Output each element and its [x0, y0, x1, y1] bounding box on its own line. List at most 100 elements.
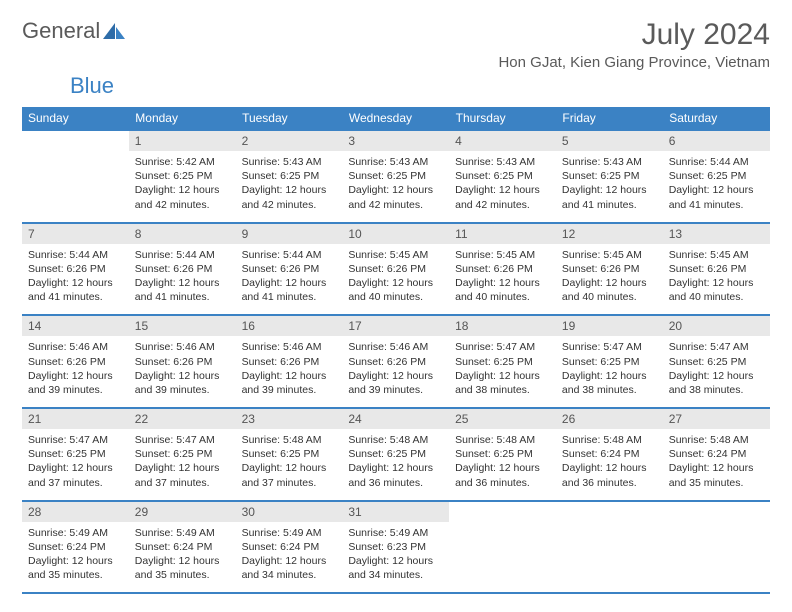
day-details: Sunrise: 5:44 AMSunset: 6:26 PMDaylight:…: [129, 244, 236, 315]
day-number: 30: [236, 502, 343, 522]
calendar-cell: 6Sunrise: 5:44 AMSunset: 6:25 PMDaylight…: [663, 130, 770, 223]
day-number: 4: [449, 131, 556, 151]
logo-sail-icon: [103, 23, 125, 39]
day-number: 31: [342, 502, 449, 522]
calendar-cell: 26Sunrise: 5:48 AMSunset: 6:24 PMDayligh…: [556, 408, 663, 501]
calendar-body: 1Sunrise: 5:42 AMSunset: 6:25 PMDaylight…: [22, 130, 770, 593]
day-number: 7: [22, 224, 129, 244]
calendar-cell: 8Sunrise: 5:44 AMSunset: 6:26 PMDaylight…: [129, 223, 236, 316]
day-details: Sunrise: 5:49 AMSunset: 6:23 PMDaylight:…: [342, 522, 449, 593]
day-details: Sunrise: 5:49 AMSunset: 6:24 PMDaylight:…: [236, 522, 343, 593]
day-details: Sunrise: 5:46 AMSunset: 6:26 PMDaylight:…: [236, 336, 343, 407]
calendar-cell: 5Sunrise: 5:43 AMSunset: 6:25 PMDaylight…: [556, 130, 663, 223]
day-details: Sunrise: 5:44 AMSunset: 6:26 PMDaylight:…: [22, 244, 129, 315]
day-details: Sunrise: 5:49 AMSunset: 6:24 PMDaylight:…: [22, 522, 129, 593]
calendar-cell: 21Sunrise: 5:47 AMSunset: 6:25 PMDayligh…: [22, 408, 129, 501]
day-details: Sunrise: 5:47 AMSunset: 6:25 PMDaylight:…: [129, 429, 236, 500]
day-details: Sunrise: 5:48 AMSunset: 6:25 PMDaylight:…: [236, 429, 343, 500]
header: General July 2024 Hon GJat, Kien Giang P…: [22, 18, 770, 71]
calendar-cell: 1Sunrise: 5:42 AMSunset: 6:25 PMDaylight…: [129, 130, 236, 223]
day-number: 8: [129, 224, 236, 244]
day-number: 3: [342, 131, 449, 151]
logo-line2: Blue: [22, 73, 770, 99]
calendar-row: 14Sunrise: 5:46 AMSunset: 6:26 PMDayligh…: [22, 315, 770, 408]
day-number: 16: [236, 316, 343, 336]
day-details: Sunrise: 5:47 AMSunset: 6:25 PMDaylight:…: [556, 336, 663, 407]
calendar-row: 7Sunrise: 5:44 AMSunset: 6:26 PMDaylight…: [22, 223, 770, 316]
day-details: Sunrise: 5:46 AMSunset: 6:26 PMDaylight:…: [129, 336, 236, 407]
day-number: 25: [449, 409, 556, 429]
calendar-cell: 23Sunrise: 5:48 AMSunset: 6:25 PMDayligh…: [236, 408, 343, 501]
calendar-table: Sunday Monday Tuesday Wednesday Thursday…: [22, 107, 770, 594]
calendar-cell: 24Sunrise: 5:48 AMSunset: 6:25 PMDayligh…: [342, 408, 449, 501]
calendar-cell: 25Sunrise: 5:48 AMSunset: 6:25 PMDayligh…: [449, 408, 556, 501]
calendar-cell: 30Sunrise: 5:49 AMSunset: 6:24 PMDayligh…: [236, 501, 343, 594]
calendar-cell: 4Sunrise: 5:43 AMSunset: 6:25 PMDaylight…: [449, 130, 556, 223]
day-number: 10: [342, 224, 449, 244]
day-number: 22: [129, 409, 236, 429]
calendar-cell: 11Sunrise: 5:45 AMSunset: 6:26 PMDayligh…: [449, 223, 556, 316]
calendar-cell: [22, 130, 129, 223]
day-details: Sunrise: 5:42 AMSunset: 6:25 PMDaylight:…: [129, 151, 236, 222]
day-details: Sunrise: 5:48 AMSunset: 6:25 PMDaylight:…: [342, 429, 449, 500]
day-number: 26: [556, 409, 663, 429]
calendar-cell: 7Sunrise: 5:44 AMSunset: 6:26 PMDaylight…: [22, 223, 129, 316]
day-details: Sunrise: 5:48 AMSunset: 6:25 PMDaylight:…: [449, 429, 556, 500]
logo-text-a: General: [22, 18, 100, 44]
calendar-cell: [449, 501, 556, 594]
calendar-cell: [556, 501, 663, 594]
day-details: Sunrise: 5:47 AMSunset: 6:25 PMDaylight:…: [663, 336, 770, 407]
weekday-header: Saturday: [663, 107, 770, 130]
day-number: 14: [22, 316, 129, 336]
day-details: Sunrise: 5:46 AMSunset: 6:26 PMDaylight:…: [342, 336, 449, 407]
day-details: Sunrise: 5:47 AMSunset: 6:25 PMDaylight:…: [22, 429, 129, 500]
day-details: Sunrise: 5:45 AMSunset: 6:26 PMDaylight:…: [663, 244, 770, 315]
day-details: Sunrise: 5:43 AMSunset: 6:25 PMDaylight:…: [556, 151, 663, 222]
day-number: 15: [129, 316, 236, 336]
day-number: 5: [556, 131, 663, 151]
day-details: Sunrise: 5:44 AMSunset: 6:26 PMDaylight:…: [236, 244, 343, 315]
day-number: 19: [556, 316, 663, 336]
calendar-cell: 3Sunrise: 5:43 AMSunset: 6:25 PMDaylight…: [342, 130, 449, 223]
calendar-row: 1Sunrise: 5:42 AMSunset: 6:25 PMDaylight…: [22, 130, 770, 223]
weekday-row: Sunday Monday Tuesday Wednesday Thursday…: [22, 107, 770, 130]
day-number: 28: [22, 502, 129, 522]
day-number: 9: [236, 224, 343, 244]
weekday-header: Wednesday: [342, 107, 449, 130]
day-number: 2: [236, 131, 343, 151]
calendar-cell: 2Sunrise: 5:43 AMSunset: 6:25 PMDaylight…: [236, 130, 343, 223]
title-block: July 2024 Hon GJat, Kien Giang Province,…: [498, 18, 770, 71]
day-number: 23: [236, 409, 343, 429]
day-number: 13: [663, 224, 770, 244]
day-number: 18: [449, 316, 556, 336]
weekday-header: Friday: [556, 107, 663, 130]
calendar-cell: 15Sunrise: 5:46 AMSunset: 6:26 PMDayligh…: [129, 315, 236, 408]
calendar-cell: 31Sunrise: 5:49 AMSunset: 6:23 PMDayligh…: [342, 501, 449, 594]
calendar-cell: [663, 501, 770, 594]
day-number: 29: [129, 502, 236, 522]
day-number: 20: [663, 316, 770, 336]
calendar-cell: 28Sunrise: 5:49 AMSunset: 6:24 PMDayligh…: [22, 501, 129, 594]
calendar-cell: 18Sunrise: 5:47 AMSunset: 6:25 PMDayligh…: [449, 315, 556, 408]
day-details: Sunrise: 5:43 AMSunset: 6:25 PMDaylight:…: [449, 151, 556, 222]
day-details: Sunrise: 5:45 AMSunset: 6:26 PMDaylight:…: [342, 244, 449, 315]
day-details: Sunrise: 5:43 AMSunset: 6:25 PMDaylight:…: [342, 151, 449, 222]
day-details: Sunrise: 5:43 AMSunset: 6:25 PMDaylight:…: [236, 151, 343, 222]
day-number: 1: [129, 131, 236, 151]
calendar-cell: 9Sunrise: 5:44 AMSunset: 6:26 PMDaylight…: [236, 223, 343, 316]
calendar-row: 28Sunrise: 5:49 AMSunset: 6:24 PMDayligh…: [22, 501, 770, 594]
weekday-header: Tuesday: [236, 107, 343, 130]
calendar-cell: 29Sunrise: 5:49 AMSunset: 6:24 PMDayligh…: [129, 501, 236, 594]
calendar-cell: 22Sunrise: 5:47 AMSunset: 6:25 PMDayligh…: [129, 408, 236, 501]
calendar-cell: 14Sunrise: 5:46 AMSunset: 6:26 PMDayligh…: [22, 315, 129, 408]
month-title: July 2024: [498, 18, 770, 52]
day-number: 12: [556, 224, 663, 244]
weekday-header: Thursday: [449, 107, 556, 130]
calendar-cell: 20Sunrise: 5:47 AMSunset: 6:25 PMDayligh…: [663, 315, 770, 408]
day-details: Sunrise: 5:46 AMSunset: 6:26 PMDaylight:…: [22, 336, 129, 407]
day-number: 11: [449, 224, 556, 244]
day-details: Sunrise: 5:47 AMSunset: 6:25 PMDaylight:…: [449, 336, 556, 407]
day-details: Sunrise: 5:44 AMSunset: 6:25 PMDaylight:…: [663, 151, 770, 222]
day-number: 24: [342, 409, 449, 429]
calendar-row: 21Sunrise: 5:47 AMSunset: 6:25 PMDayligh…: [22, 408, 770, 501]
